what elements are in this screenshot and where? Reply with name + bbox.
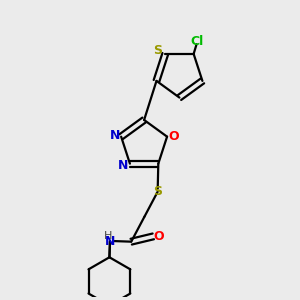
- Text: S: S: [153, 44, 162, 58]
- Text: Cl: Cl: [190, 35, 203, 48]
- Text: N: N: [105, 235, 115, 248]
- Text: O: O: [168, 130, 179, 143]
- Text: N: N: [110, 129, 120, 142]
- Text: N: N: [118, 159, 129, 172]
- Text: S: S: [153, 185, 162, 198]
- Text: O: O: [154, 230, 164, 243]
- Text: H: H: [103, 231, 112, 241]
